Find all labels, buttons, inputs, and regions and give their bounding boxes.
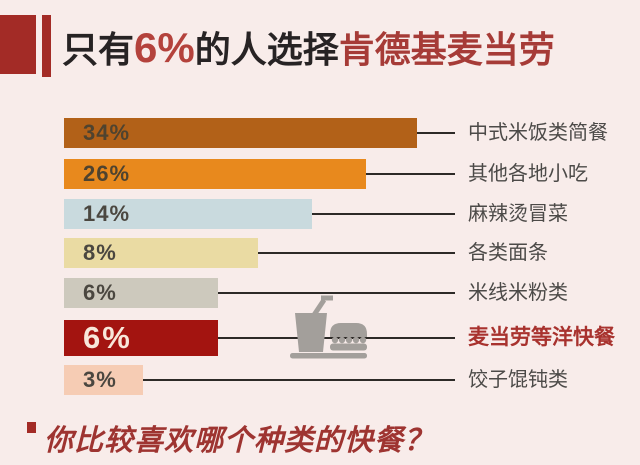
category-label: 各类面条 <box>468 242 548 264</box>
footer-bullet <box>27 422 36 433</box>
connector-line <box>143 379 455 381</box>
footer-question: 你比较喜欢哪个种类的快餐？ <box>44 425 435 457</box>
tray-icon <box>290 353 367 359</box>
bar-value-label: 6% <box>83 280 117 305</box>
bar-value-label: 3% <box>83 367 117 392</box>
connector-line <box>258 252 455 254</box>
bar-7: 3% <box>64 365 143 395</box>
title-segment: 的人选择 <box>194 29 339 70</box>
chart-row-6: 6% 麦当劳等洋快餐 <box>0 320 640 356</box>
chart-row-4: 8% 各类面条 <box>0 238 640 268</box>
title-segment: 只有 <box>62 29 135 70</box>
burger-bottom-bun-icon <box>330 343 367 351</box>
connector-line <box>417 132 455 134</box>
fastfood-drink-burger-icon <box>290 295 367 359</box>
connector-line <box>366 173 455 175</box>
burger-top-bun-icon <box>330 323 367 337</box>
bar-value-label: 14% <box>83 201 131 226</box>
bar-5: 6% <box>64 278 218 308</box>
title-segment: 肯德基麦当劳 <box>338 29 555 70</box>
chart-row-2: 26% 其他各地小吃 <box>0 159 640 189</box>
chart-row-5: 6% 米线米粉类 <box>0 278 640 308</box>
bar-value-label: 6% <box>83 320 132 355</box>
category-label: 中式米饭类简餐 <box>468 122 608 144</box>
connector-line <box>218 292 455 294</box>
chart-row-7: 3% 饺子馄钝类 <box>0 365 640 395</box>
category-label: 米线米粉类 <box>468 282 568 304</box>
bar-1: 34% <box>64 118 417 148</box>
category-label: 麦当劳等洋快餐 <box>468 326 615 349</box>
bar-value-label: 26% <box>83 161 131 186</box>
bar-3: 14% <box>64 199 312 229</box>
chart-row-3: 14% 麻辣烫冒菜 <box>0 199 640 229</box>
connector-line <box>312 213 455 215</box>
drink-cup-icon <box>295 313 327 352</box>
page-title: 只有6%的人选择肯德基麦当劳 <box>62 22 555 76</box>
category-label: 其他各地小吃 <box>468 163 588 185</box>
title-accent-square <box>0 15 36 74</box>
bar-value-label: 34% <box>83 120 131 145</box>
bar-6: 6% <box>64 320 218 356</box>
bar-value-label: 8% <box>83 240 117 265</box>
bar-4: 8% <box>64 238 258 268</box>
title-segment: 6% <box>134 24 195 71</box>
bar-2: 26% <box>64 159 366 189</box>
title-accent-bar <box>42 15 51 77</box>
category-label: 饺子馄钝类 <box>468 369 568 391</box>
chart-row-1: 34% 中式米饭类简餐 <box>0 118 640 148</box>
category-label: 麻辣烫冒菜 <box>468 203 568 225</box>
